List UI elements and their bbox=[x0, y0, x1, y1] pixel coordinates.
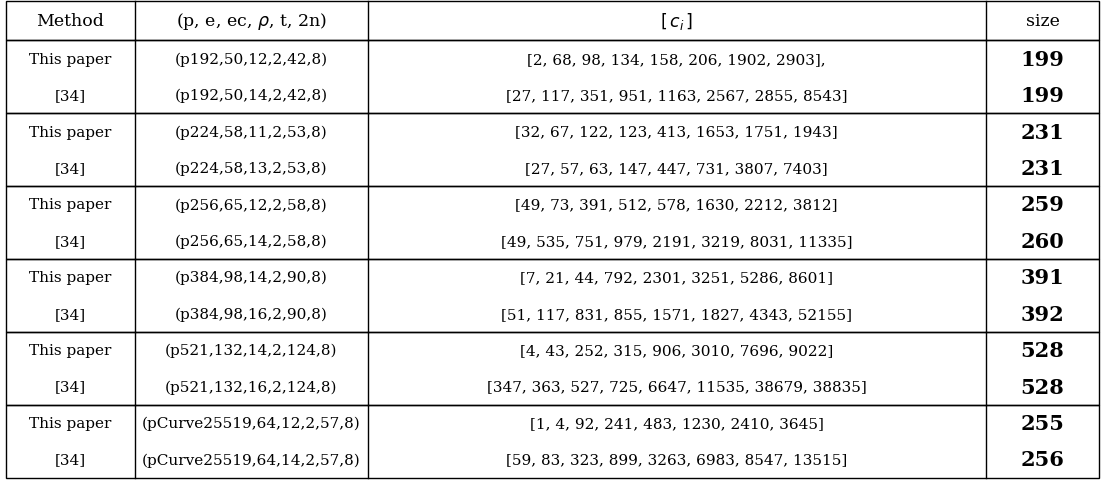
Bar bbox=[6, 405, 1099, 478]
Text: [34]: [34] bbox=[54, 380, 85, 394]
Text: (p224,58,11,2,53,8): (p224,58,11,2,53,8) bbox=[175, 125, 327, 139]
Text: (pCurve25519,64,14,2,57,8): (pCurve25519,64,14,2,57,8) bbox=[141, 452, 360, 467]
Text: 199: 199 bbox=[1021, 49, 1064, 70]
Text: [51, 117, 831, 855, 1571, 1827, 4343, 52155]: [51, 117, 831, 855, 1571, 1827, 4343, 52… bbox=[502, 307, 852, 321]
Text: $[\,c_i\,]$: $[\,c_i\,]$ bbox=[660, 12, 693, 32]
Bar bbox=[6, 332, 1099, 405]
Text: (p192,50,12,2,42,8): (p192,50,12,2,42,8) bbox=[175, 52, 328, 67]
Text: 392: 392 bbox=[1021, 304, 1064, 324]
Text: [347, 363, 527, 725, 6647, 11535, 38679, 38835]: [347, 363, 527, 725, 6647, 11535, 38679,… bbox=[487, 380, 866, 394]
Text: [34]: [34] bbox=[54, 307, 85, 321]
Text: [49, 73, 391, 512, 578, 1630, 2212, 3812]: [49, 73, 391, 512, 578, 1630, 2212, 3812… bbox=[515, 198, 838, 212]
Text: Method: Method bbox=[36, 13, 104, 30]
Bar bbox=[6, 114, 1099, 187]
Text: This paper: This paper bbox=[29, 125, 112, 139]
Text: (p256,65,12,2,58,8): (p256,65,12,2,58,8) bbox=[175, 198, 327, 212]
Bar bbox=[6, 187, 1099, 260]
Bar bbox=[6, 2, 1099, 41]
Text: size: size bbox=[1025, 13, 1060, 30]
Text: (p521,132,16,2,124,8): (p521,132,16,2,124,8) bbox=[165, 380, 337, 394]
Text: (p224,58,13,2,53,8): (p224,58,13,2,53,8) bbox=[175, 161, 327, 176]
Text: (p384,98,16,2,90,8): (p384,98,16,2,90,8) bbox=[175, 307, 327, 321]
Text: This paper: This paper bbox=[29, 198, 112, 212]
Text: This paper: This paper bbox=[29, 343, 112, 357]
Text: [34]: [34] bbox=[54, 453, 85, 467]
Text: [59, 83, 323, 899, 3263, 6983, 8547, 13515]: [59, 83, 323, 899, 3263, 6983, 8547, 135… bbox=[506, 453, 848, 467]
Text: 231: 231 bbox=[1021, 158, 1064, 179]
Text: [49, 535, 751, 979, 2191, 3219, 8031, 11335]: [49, 535, 751, 979, 2191, 3219, 8031, 11… bbox=[501, 234, 852, 248]
Text: [4, 43, 252, 315, 906, 3010, 7696, 9022]: [4, 43, 252, 315, 906, 3010, 7696, 9022] bbox=[520, 343, 833, 357]
Text: [27, 117, 351, 951, 1163, 2567, 2855, 8543]: [27, 117, 351, 951, 1163, 2567, 2855, 85… bbox=[506, 89, 848, 103]
Text: (p521,132,14,2,124,8): (p521,132,14,2,124,8) bbox=[165, 343, 337, 358]
Bar bbox=[6, 41, 1099, 114]
Text: 528: 528 bbox=[1021, 340, 1064, 360]
Text: [34]: [34] bbox=[54, 234, 85, 248]
Text: 259: 259 bbox=[1021, 195, 1064, 215]
Bar bbox=[6, 260, 1099, 332]
Text: (pCurve25519,64,12,2,57,8): (pCurve25519,64,12,2,57,8) bbox=[141, 416, 360, 430]
Text: 391: 391 bbox=[1021, 268, 1064, 288]
Text: (p192,50,14,2,42,8): (p192,50,14,2,42,8) bbox=[175, 89, 328, 103]
Text: (p384,98,14,2,90,8): (p384,98,14,2,90,8) bbox=[175, 270, 327, 285]
Text: [1, 4, 92, 241, 483, 1230, 2410, 3645]: [1, 4, 92, 241, 483, 1230, 2410, 3645] bbox=[529, 416, 823, 430]
Text: [7, 21, 44, 792, 2301, 3251, 5286, 8601]: [7, 21, 44, 792, 2301, 3251, 5286, 8601] bbox=[520, 271, 833, 285]
Text: [32, 67, 122, 123, 413, 1653, 1751, 1943]: [32, 67, 122, 123, 413, 1653, 1751, 1943… bbox=[515, 125, 838, 139]
Text: 231: 231 bbox=[1021, 122, 1064, 142]
Text: 199: 199 bbox=[1021, 86, 1064, 106]
Text: 255: 255 bbox=[1021, 413, 1064, 433]
Text: (p, e, ec, $\rho$, t, 2n): (p, e, ec, $\rho$, t, 2n) bbox=[176, 12, 327, 32]
Text: [34]: [34] bbox=[54, 89, 85, 103]
Text: 256: 256 bbox=[1021, 449, 1064, 469]
Text: This paper: This paper bbox=[29, 52, 112, 67]
Text: (p256,65,14,2,58,8): (p256,65,14,2,58,8) bbox=[175, 234, 327, 249]
Text: 260: 260 bbox=[1021, 231, 1064, 252]
Text: This paper: This paper bbox=[29, 271, 112, 285]
Text: 528: 528 bbox=[1021, 377, 1064, 396]
Text: [27, 57, 63, 147, 447, 731, 3807, 7403]: [27, 57, 63, 147, 447, 731, 3807, 7403] bbox=[525, 162, 828, 176]
Text: [2, 68, 98, 134, 158, 206, 1902, 2903],: [2, 68, 98, 134, 158, 206, 1902, 2903], bbox=[527, 52, 825, 67]
Text: This paper: This paper bbox=[29, 416, 112, 430]
Text: [34]: [34] bbox=[54, 162, 85, 176]
